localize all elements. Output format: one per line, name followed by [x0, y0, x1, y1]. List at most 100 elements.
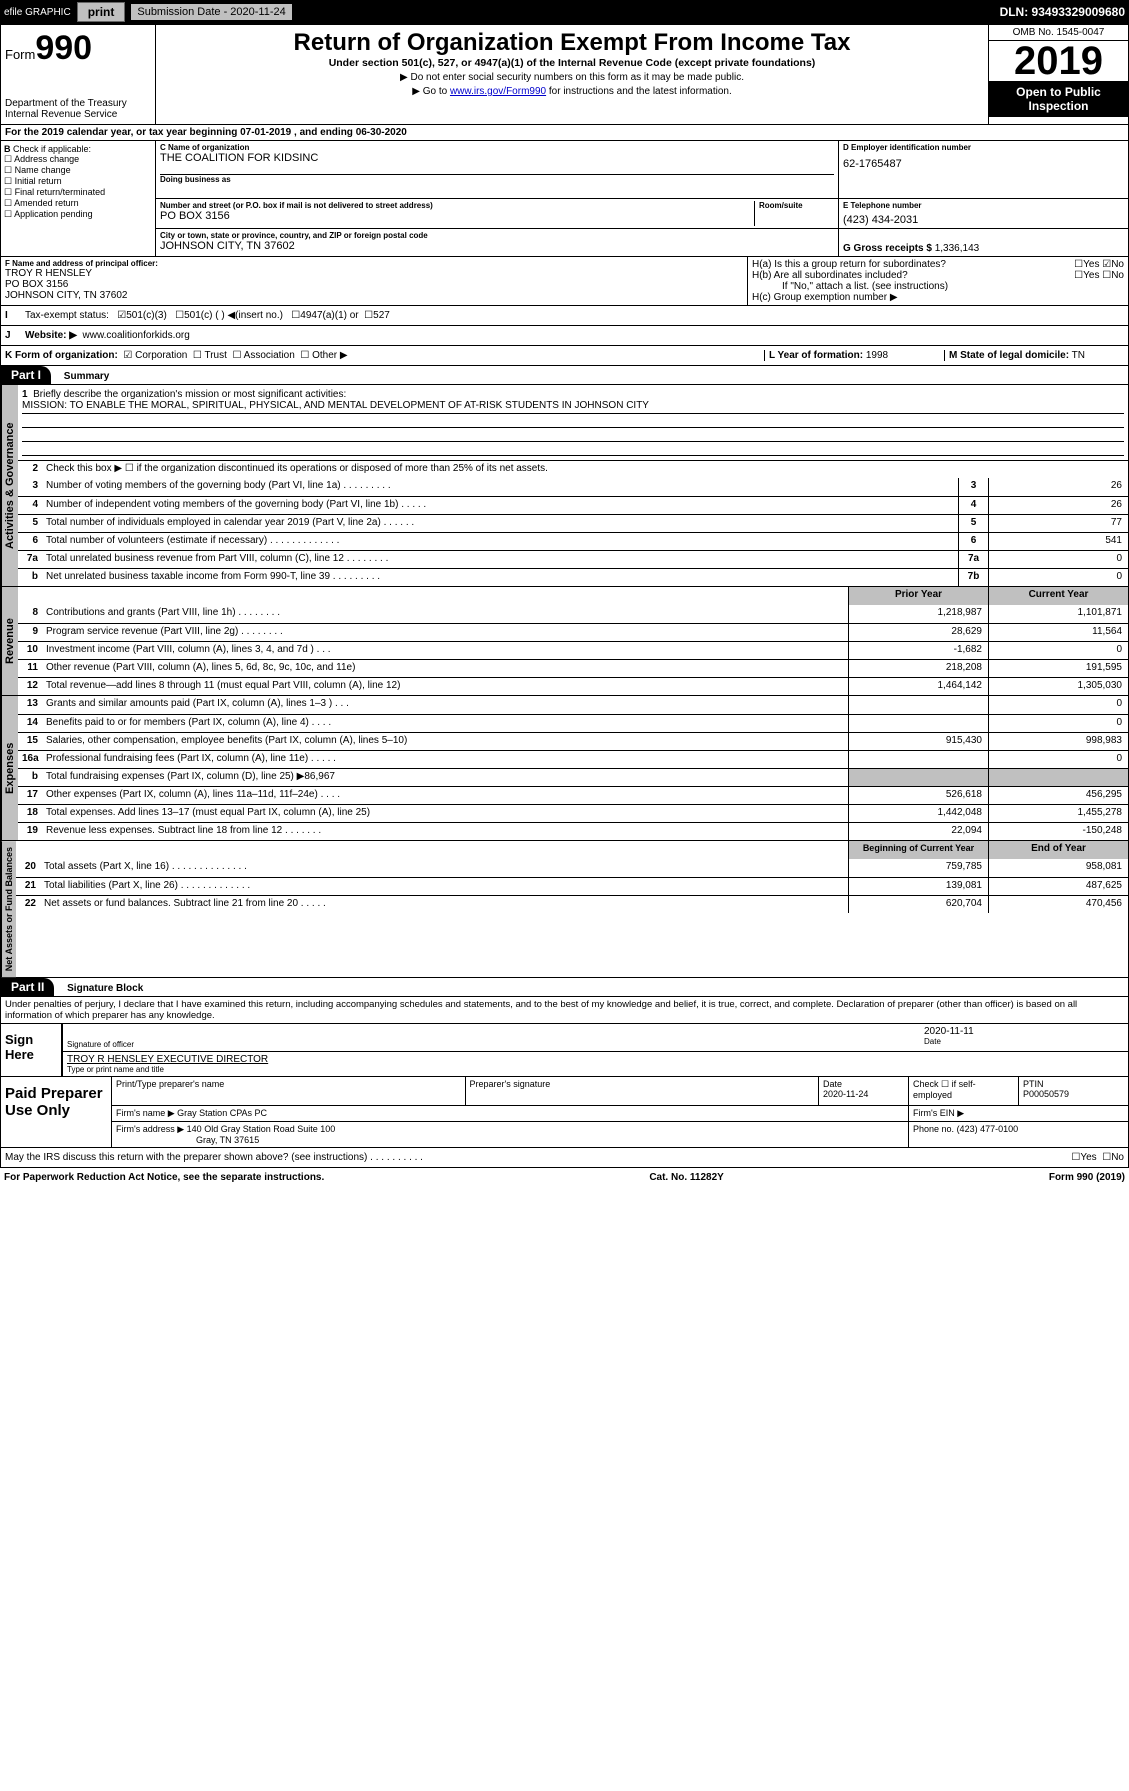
opt-trust[interactable]: Trust — [204, 350, 226, 361]
note-ssn: ▶ Do not enter social security numbers o… — [164, 72, 980, 83]
Hb-note: If "No," attach a list. (see instruction… — [752, 281, 1124, 292]
officer-name: TROY R HENSLEY — [5, 268, 743, 279]
officer-addr1: PO BOX 3156 — [5, 279, 743, 290]
line-22: 22Net assets or fund balances. Subtract … — [16, 895, 1128, 913]
form-subtitle: Under section 501(c), 527, or 4947(a)(1)… — [164, 57, 980, 69]
addr-label: Number and street (or P.O. box if mail i… — [160, 201, 754, 210]
row-KLM: K Form of organization: ☑ Corporation ☐ … — [0, 346, 1129, 366]
part2-title: Signature Block — [57, 983, 143, 994]
sig-date-label: Date — [924, 1037, 1124, 1046]
note-link: ▶ Go to www.irs.gov/Form990 for instruct… — [164, 86, 980, 97]
org-name: THE COALITION FOR KIDSINC — [160, 152, 834, 164]
L-label: L Year of formation: — [769, 350, 863, 361]
cb-pending[interactable]: ☐ Application pending — [4, 209, 152, 220]
sig-officer-label: Signature of officer — [67, 1040, 924, 1049]
firm-name-label: Firm's name ▶ — [116, 1108, 175, 1118]
opt-527[interactable]: 527 — [373, 310, 390, 321]
opt-other[interactable]: Other ▶ — [312, 350, 347, 361]
address: PO BOX 3156 — [160, 210, 754, 222]
print-button[interactable]: print — [77, 2, 126, 22]
opt-501c3[interactable]: 501(c)(3) — [126, 310, 167, 321]
Hc: H(c) Group exemption number ▶ — [752, 292, 1124, 303]
opt-assoc[interactable]: Association — [244, 350, 295, 361]
line-16a: 16aProfessional fundraising fees (Part I… — [18, 750, 1128, 768]
line-5: 5Total number of individuals employed in… — [18, 514, 1128, 532]
prep-sig-label: Preparer's signature — [470, 1079, 815, 1089]
line-3: 3Number of voting members of the governi… — [18, 478, 1128, 496]
prep-date-label: Date — [823, 1079, 904, 1089]
cb-final[interactable]: ☐ Final return/terminated — [4, 187, 152, 198]
D-label: D Employer identification number — [843, 143, 1124, 152]
cat-no: Cat. No. 11282Y — [649, 1172, 723, 1183]
cb-initial[interactable]: ☐ Initial return — [4, 176, 152, 187]
part2: Part II Signature Block — [0, 978, 1129, 997]
discuss-text: May the IRS discuss this return with the… — [5, 1152, 423, 1163]
firm-addr: 140 Old Gray Station Road Suite 100 — [187, 1124, 336, 1134]
line-6: 6Total number of volunteers (estimate if… — [18, 532, 1128, 550]
hdr-begin: Beginning of Current Year — [848, 841, 988, 859]
line-A: For the 2019 calendar year, or tax year … — [0, 125, 1129, 141]
cb-address[interactable]: ☐ Address change — [4, 154, 152, 165]
line-8: 8Contributions and grants (Part VIII, li… — [18, 605, 1128, 623]
sig-name: TROY R HENSLEY EXECUTIVE DIRECTOR — [67, 1054, 1124, 1065]
governance-block: Activities & Governance 1 Briefly descri… — [0, 385, 1129, 587]
line-11: 11Other revenue (Part VIII, column (A), … — [18, 659, 1128, 677]
I-label: Tax-exempt status: — [25, 310, 109, 321]
J-label: Website: ▶ — [25, 330, 77, 341]
phone: (423) 434-2031 — [843, 214, 1124, 226]
tab-governance: Activities & Governance — [1, 385, 18, 586]
topbar: efile GRAPHIC print Submission Date - 20… — [0, 0, 1129, 24]
city-label: City or town, state or province, country… — [160, 231, 834, 240]
revenue-block: Revenue Prior Year Current Year 8Contrib… — [0, 587, 1129, 696]
tax-year: 2019 — [989, 41, 1128, 81]
website: www.coalitionforkids.org — [83, 330, 190, 341]
line-10: 10Investment income (Part VIII, column (… — [18, 641, 1128, 659]
firm-name: Gray Station CPAs PC — [177, 1108, 267, 1118]
form-number: Form990 — [5, 29, 151, 68]
form-ref: Form 990 (2019) — [1049, 1172, 1125, 1183]
ptin: P00050579 — [1023, 1089, 1124, 1099]
row-J: J Website: ▶ www.coalitionforkids.org — [0, 326, 1129, 346]
Ha: H(a) Is this a group return for subordin… — [752, 259, 1124, 270]
tab-revenue: Revenue — [1, 587, 18, 695]
opt-501c[interactable]: 501(c) ( ) ◀(insert no.) — [184, 310, 283, 321]
irs-link[interactable]: www.irs.gov/Form990 — [450, 86, 546, 97]
firm-phone: (423) 477-0100 — [957, 1124, 1019, 1134]
part1-title: Summary — [54, 371, 110, 382]
declaration: Under penalties of perjury, I declare th… — [0, 997, 1129, 1024]
row-FH: F Name and address of principal officer:… — [0, 257, 1129, 306]
line-19: 19Revenue less expenses. Subtract line 1… — [18, 822, 1128, 840]
tab-expenses: Expenses — [1, 696, 18, 840]
col-B: B Check if applicable: ☐ Address change … — [1, 141, 156, 256]
prep-selfemp[interactable]: Check ☐ if self-employed — [908, 1077, 1018, 1106]
officer-addr2: JOHNSON CITY, TN 37602 — [5, 290, 743, 301]
line-b: bTotal fundraising expenses (Part IX, co… — [18, 768, 1128, 786]
line-17: 17Other expenses (Part IX, column (A), l… — [18, 786, 1128, 804]
sig-name-label: Type or print name and title — [67, 1065, 1124, 1074]
gross-receipts: 1,336,143 — [935, 243, 980, 254]
netassets-block: Net Assets or Fund Balances Beginning of… — [0, 841, 1129, 978]
cb-amended[interactable]: ☐ Amended return — [4, 198, 152, 209]
K-label: K Form of organization: — [5, 350, 118, 361]
part1-hdr: Part I — [1, 366, 51, 384]
prep-date: 2020-11-24 — [823, 1089, 904, 1099]
line-4: 4Number of independent voting members of… — [18, 496, 1128, 514]
prep-name-label: Print/Type preparer's name — [116, 1079, 461, 1089]
submission-date: Submission Date - 2020-11-24 — [131, 4, 291, 20]
dept: Department of the Treasury Internal Reve… — [5, 98, 151, 120]
cb-name[interactable]: ☐ Name change — [4, 165, 152, 176]
row-I: I Tax-exempt status: ☑ 501(c)(3) ☐ 501(c… — [0, 306, 1129, 326]
opt-corp[interactable]: Corporation — [135, 350, 187, 361]
l2: Check this box ▶ ☐ if the organization d… — [42, 461, 1128, 478]
sign-here: Sign Here — [1, 1024, 61, 1076]
section-BCDEFG: B Check if applicable: ☐ Address change … — [0, 141, 1129, 257]
dln: DLN: 93493329009680 — [1000, 5, 1125, 19]
E-label: E Telephone number — [843, 201, 1124, 210]
opt-4947[interactable]: 4947(a)(1) or — [300, 310, 358, 321]
part1: Part I Summary — [0, 366, 1129, 385]
line-18: 18Total expenses. Add lines 13–17 (must … — [18, 804, 1128, 822]
paid-label: Paid Preparer Use Only — [1, 1077, 111, 1147]
domicile: TN — [1072, 350, 1085, 361]
mission-text: MISSION: TO ENABLE THE MORAL, SPIRITUAL,… — [22, 400, 1124, 414]
firm-phone-label: Phone no. — [913, 1124, 954, 1134]
